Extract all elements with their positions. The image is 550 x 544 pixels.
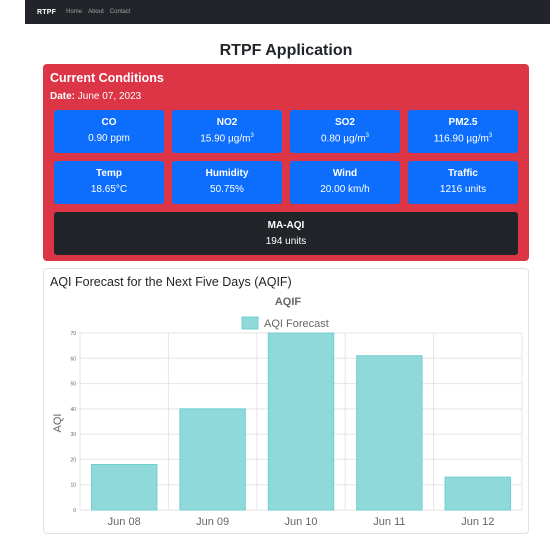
y-tick-label: 70 [70, 331, 76, 337]
tile-value: 20.00 km/h [320, 184, 370, 195]
y-tick-label: 50 [70, 382, 76, 388]
aqi-forecast-chart: AQIF AQI Forecast AQI 0 10 20 30 40 50 60 70 Jun… [52, 296, 523, 528]
tile-label: CO [101, 117, 117, 128]
x-tick-label: Jun 10 [284, 516, 317, 528]
bar[interactable] [179, 408, 246, 511]
tile-label: SO2 [334, 117, 355, 128]
ma-aqi-box: MA-AQI 194 units [54, 212, 518, 255]
tile-traffic: Traffic 1216 units [408, 161, 518, 204]
tile-label: PM2.5 [448, 117, 478, 128]
current-conditions-card: Current Conditions Date: June 07, 2023 C… [43, 64, 529, 261]
tile-label: Temp [96, 168, 122, 179]
chart-title: AQIF [275, 296, 302, 308]
forecast-card: AQI Forecast for the Next Five Days (AQI… [43, 268, 529, 534]
x-tick-label: Jun 12 [461, 516, 494, 528]
tile-value: 1216 units [439, 184, 487, 195]
tile-no2: NO2 15.90 µg/m3 [172, 110, 282, 153]
y-tick-label: 20 [70, 457, 76, 463]
y-tick-label: 30 [70, 432, 76, 438]
y-tick-label: 0 [73, 508, 76, 514]
x-tick-label: Jun 11 [373, 516, 405, 528]
aqi-value: 194 units [265, 236, 307, 247]
tile-temp: Temp 18.65°C [54, 161, 164, 204]
bar[interactable] [444, 476, 512, 511]
aqi-label: MA-AQI [267, 220, 305, 231]
forecast-title: AQI Forecast for the Next Five Days (AQI… [50, 275, 292, 289]
x-tick-label: Jun 09 [196, 516, 229, 528]
x-tick-label: Jun 08 [108, 516, 141, 528]
page-title: RTPF Application [219, 42, 353, 59]
tile-label: Wind [332, 168, 358, 179]
tile-value: 18.65°C [90, 184, 128, 195]
y-tick-label: 60 [70, 356, 76, 362]
bar[interactable] [356, 355, 423, 511]
navbar-brand[interactable]: RTPF [37, 8, 57, 16]
tile-pm25: PM2.5 116.90 µg/m3 [408, 110, 518, 153]
date-value: June 07, 2023 [77, 91, 142, 102]
tile-wind: Wind 20.00 km/h [290, 161, 400, 204]
tile-value: 15.90 µg/m3 [200, 133, 254, 145]
tile-value: 0.90 ppm [88, 133, 130, 144]
navbar: RTPF Home About Contact [25, 0, 550, 24]
tile-humidity: Humidity 50.75% [172, 161, 282, 204]
legend-label: AQI Forecast [264, 318, 329, 330]
conditions-date: Date: June 07, 2023 [50, 91, 141, 102]
y-tick-label: 40 [70, 407, 76, 413]
conditions-title: Current Conditions [50, 71, 164, 85]
nav-link-about[interactable]: About [88, 9, 104, 15]
y-tick-label: 10 [70, 483, 76, 489]
date-label: Date: [50, 91, 76, 102]
legend-swatch [241, 316, 259, 330]
tile-so2: SO2 0.80 µg/m3 [290, 110, 400, 153]
tile-label: NO2 [216, 117, 238, 128]
tile-value: 0.80 µg/m3 [320, 133, 370, 145]
tile-value: 116.90 µg/m3 [433, 133, 493, 145]
y-axis-label: AQI [52, 414, 64, 433]
tile-label: Humidity [205, 168, 249, 179]
bar[interactable] [267, 332, 335, 511]
tile-value: 50.75% [210, 184, 244, 195]
tile-label: Traffic [447, 168, 478, 179]
nav-link-contact[interactable]: Contact [109, 9, 131, 15]
nav-link-home[interactable]: Home [66, 9, 83, 15]
tile-co: CO 0.90 ppm [54, 110, 164, 153]
bar[interactable] [90, 463, 158, 511]
